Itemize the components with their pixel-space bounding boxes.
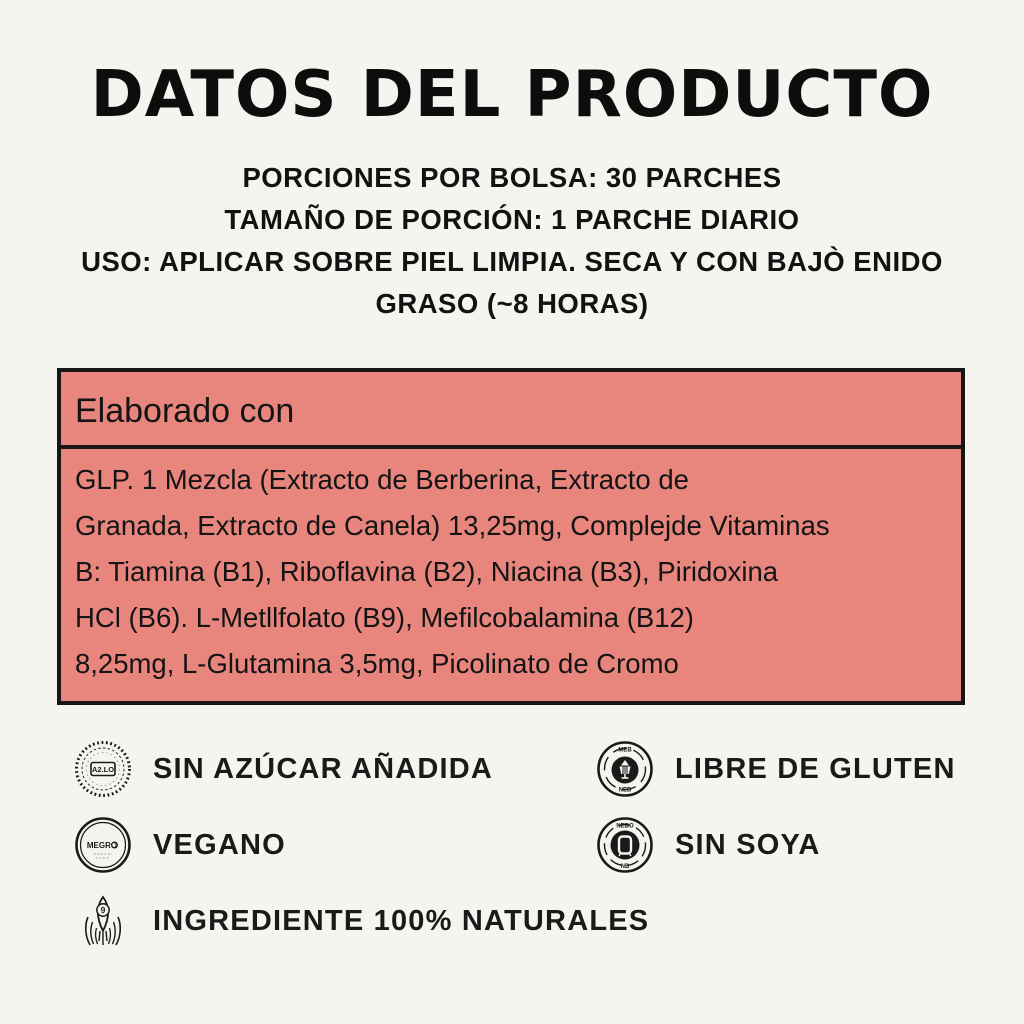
badge-sin-soya: NEBO NB SIN SOYA	[595, 815, 821, 875]
libre-gluten-label: LIBRE DE GLUTEN	[675, 752, 956, 785]
badge-sin-azucar: A2.LO SIN AZÚCAR AÑADIDA	[73, 739, 595, 799]
info-line-uso: USO: APLICAR SOBRE PIEL LIMPIA. SECA Y C…	[81, 246, 943, 277]
svg-text:MEB: MEB	[618, 748, 632, 754]
badge-vegano: MEGRO VEGANO	[73, 815, 595, 875]
info-line-graso: GRASO (~8 HORAS)	[375, 288, 649, 319]
badge-row-1: A2.LO SIN AZÚCAR AÑADIDA MEB	[73, 731, 1003, 807]
badge-row-2: MEGRO VEGANO NEBO NB	[73, 807, 1003, 883]
elaborado-header: Elaborado con	[61, 372, 961, 449]
badge-grid: A2.LO SIN AZÚCAR AÑADIDA MEB	[73, 731, 1003, 959]
ingredients-text: GLP. 1 Mezcla (Extracto de Berberina, Ex…	[75, 464, 830, 679]
sin-soya-stamp-icon: NEBO NB	[595, 815, 655, 875]
gluten-free-stamp-icon: MEB NED	[595, 739, 655, 799]
svg-text:NB: NB	[621, 864, 630, 870]
natural-hands-icon: 9	[73, 891, 133, 951]
sin-soya-label: SIN SOYA	[675, 828, 821, 861]
vegano-label: VEGANO	[153, 828, 286, 861]
ingredientes-naturales-label: INGREDIENTE 100% NATURALES	[153, 904, 650, 937]
elaborado-box: Elaborado con GLP. 1 Mezcla (Extracto de…	[57, 368, 965, 705]
svg-text:A2.LO: A2.LO	[92, 765, 114, 774]
svg-text:MEGRO: MEGRO	[87, 841, 117, 850]
svg-text:NEBO: NEBO	[616, 824, 634, 830]
badge-ingredientes-naturales: 9 INGREDIENTE 100% NATURALES	[73, 891, 648, 951]
sin-azucar-label: SIN AZÚCAR AÑADIDA	[153, 752, 494, 785]
badge-row-3: 9 INGREDIENTE 100% NATURALES	[73, 883, 1003, 959]
info-line-porciones: PORCIONES POR BOLSA: 30 PARCHES	[242, 162, 782, 193]
vegano-stamp-icon: MEGRO	[73, 815, 133, 875]
sin-azucar-stamp-icon: A2.LO	[73, 739, 133, 799]
svg-text:NED: NED	[619, 788, 632, 794]
page-title: DATOS DEL PRODUCTO	[90, 58, 934, 132]
badge-libre-gluten: MEB NED LIBRE DE GLUTEN	[595, 739, 956, 799]
info-line-tamano: TAMAÑO DE PORCIÓN: 1 PARCHE DIARIO	[224, 204, 800, 235]
product-info: PORCIONES POR BOLSA: 30 PARCHES TAMAÑO D…	[0, 157, 1024, 325]
svg-text:9: 9	[101, 905, 106, 915]
